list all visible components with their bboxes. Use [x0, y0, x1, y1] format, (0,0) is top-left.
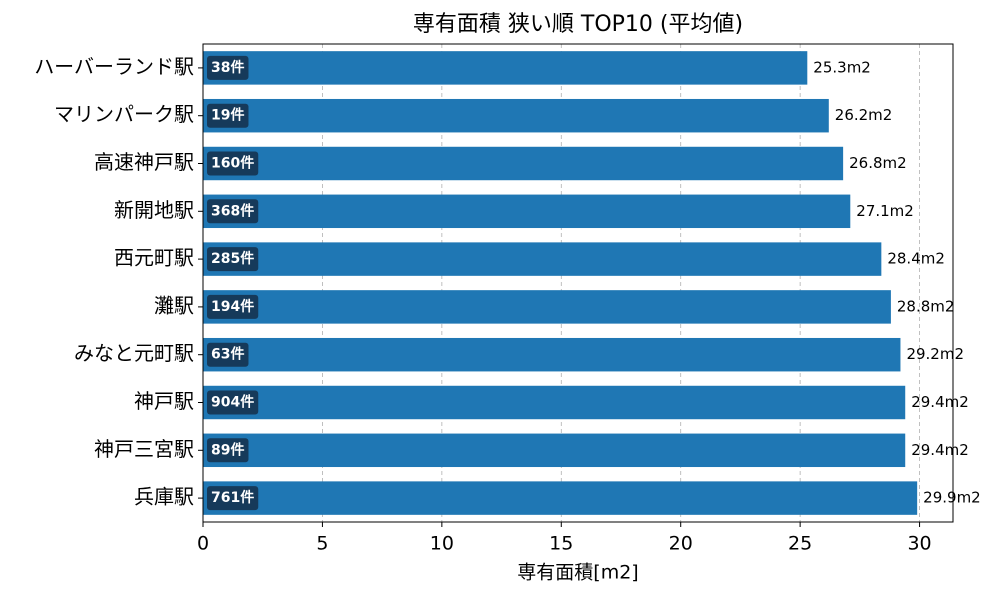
value-label: 25.3m2	[813, 58, 871, 76]
value-label: 29.9m2	[923, 489, 981, 507]
y-tick-label: 神戸三宮駅	[94, 437, 194, 461]
y-tick-label: マリンパーク駅	[54, 102, 194, 126]
bar	[203, 98, 829, 133]
count-label: 285件	[211, 250, 254, 267]
bar	[203, 242, 882, 276]
count-label: 63件	[211, 346, 244, 363]
bar	[203, 481, 918, 515]
x-tick-label: 5	[316, 533, 328, 555]
y-tick-label: 新開地駅	[114, 198, 194, 222]
value-label: 29.4m2	[911, 393, 969, 411]
value-label: 28.8m2	[897, 297, 955, 315]
x-tick-label: 20	[669, 533, 693, 555]
bar	[203, 385, 906, 420]
count-label: 160件	[211, 155, 254, 172]
x-tick-label: 25	[788, 533, 812, 555]
count-label: 904件	[211, 394, 254, 411]
x-tick-label: 15	[549, 533, 573, 555]
y-tick-label: 西元町駅	[114, 246, 194, 270]
bar	[203, 51, 808, 85]
value-label: 26.8m2	[849, 154, 907, 172]
count-label: 194件	[211, 298, 254, 315]
count-badge	[207, 151, 259, 176]
value-label: 28.4m2	[887, 250, 945, 268]
x-tick-label: 30	[907, 533, 931, 555]
y-tick-label: 高速神戸駅	[94, 150, 194, 174]
count-badge	[207, 294, 259, 319]
bar	[203, 194, 851, 229]
bar	[203, 290, 891, 324]
count-badge	[207, 486, 259, 511]
y-tick-label: ハーバーランド駅	[34, 54, 194, 78]
count-badge	[207, 247, 259, 272]
count-label: 761件	[211, 489, 254, 506]
count-badge	[207, 103, 249, 128]
count-badge	[207, 342, 249, 367]
count-label: 19件	[211, 107, 244, 124]
value-label: 26.2m2	[835, 106, 893, 124]
count-badge	[207, 390, 259, 415]
value-label: 27.1m2	[856, 202, 914, 220]
count-label: 38件	[211, 59, 244, 76]
y-tick-label: 灘駅	[154, 293, 194, 317]
x-tick-label: 10	[430, 533, 454, 555]
count-badge	[207, 199, 259, 224]
count-badge	[207, 55, 249, 80]
count-label: 89件	[211, 441, 244, 458]
x-tick-label: 0	[197, 533, 209, 555]
chart-title: 専有面積 狭い順 TOP10 (平均値)	[413, 12, 743, 37]
value-label: 29.4m2	[911, 441, 969, 459]
y-tick-label: 兵庫駅	[134, 485, 194, 509]
y-tick-label: 神戸駅	[134, 389, 194, 413]
bar	[203, 146, 844, 181]
count-label: 368件	[211, 202, 254, 219]
bar	[203, 337, 901, 372]
bar	[203, 433, 906, 468]
y-tick-label: みなと元町駅	[74, 341, 194, 365]
x-axis-label: 専有面積[m2]	[517, 562, 638, 584]
plot-frame	[202, 43, 954, 523]
count-badge	[207, 438, 249, 463]
value-label: 29.2m2	[906, 345, 964, 363]
